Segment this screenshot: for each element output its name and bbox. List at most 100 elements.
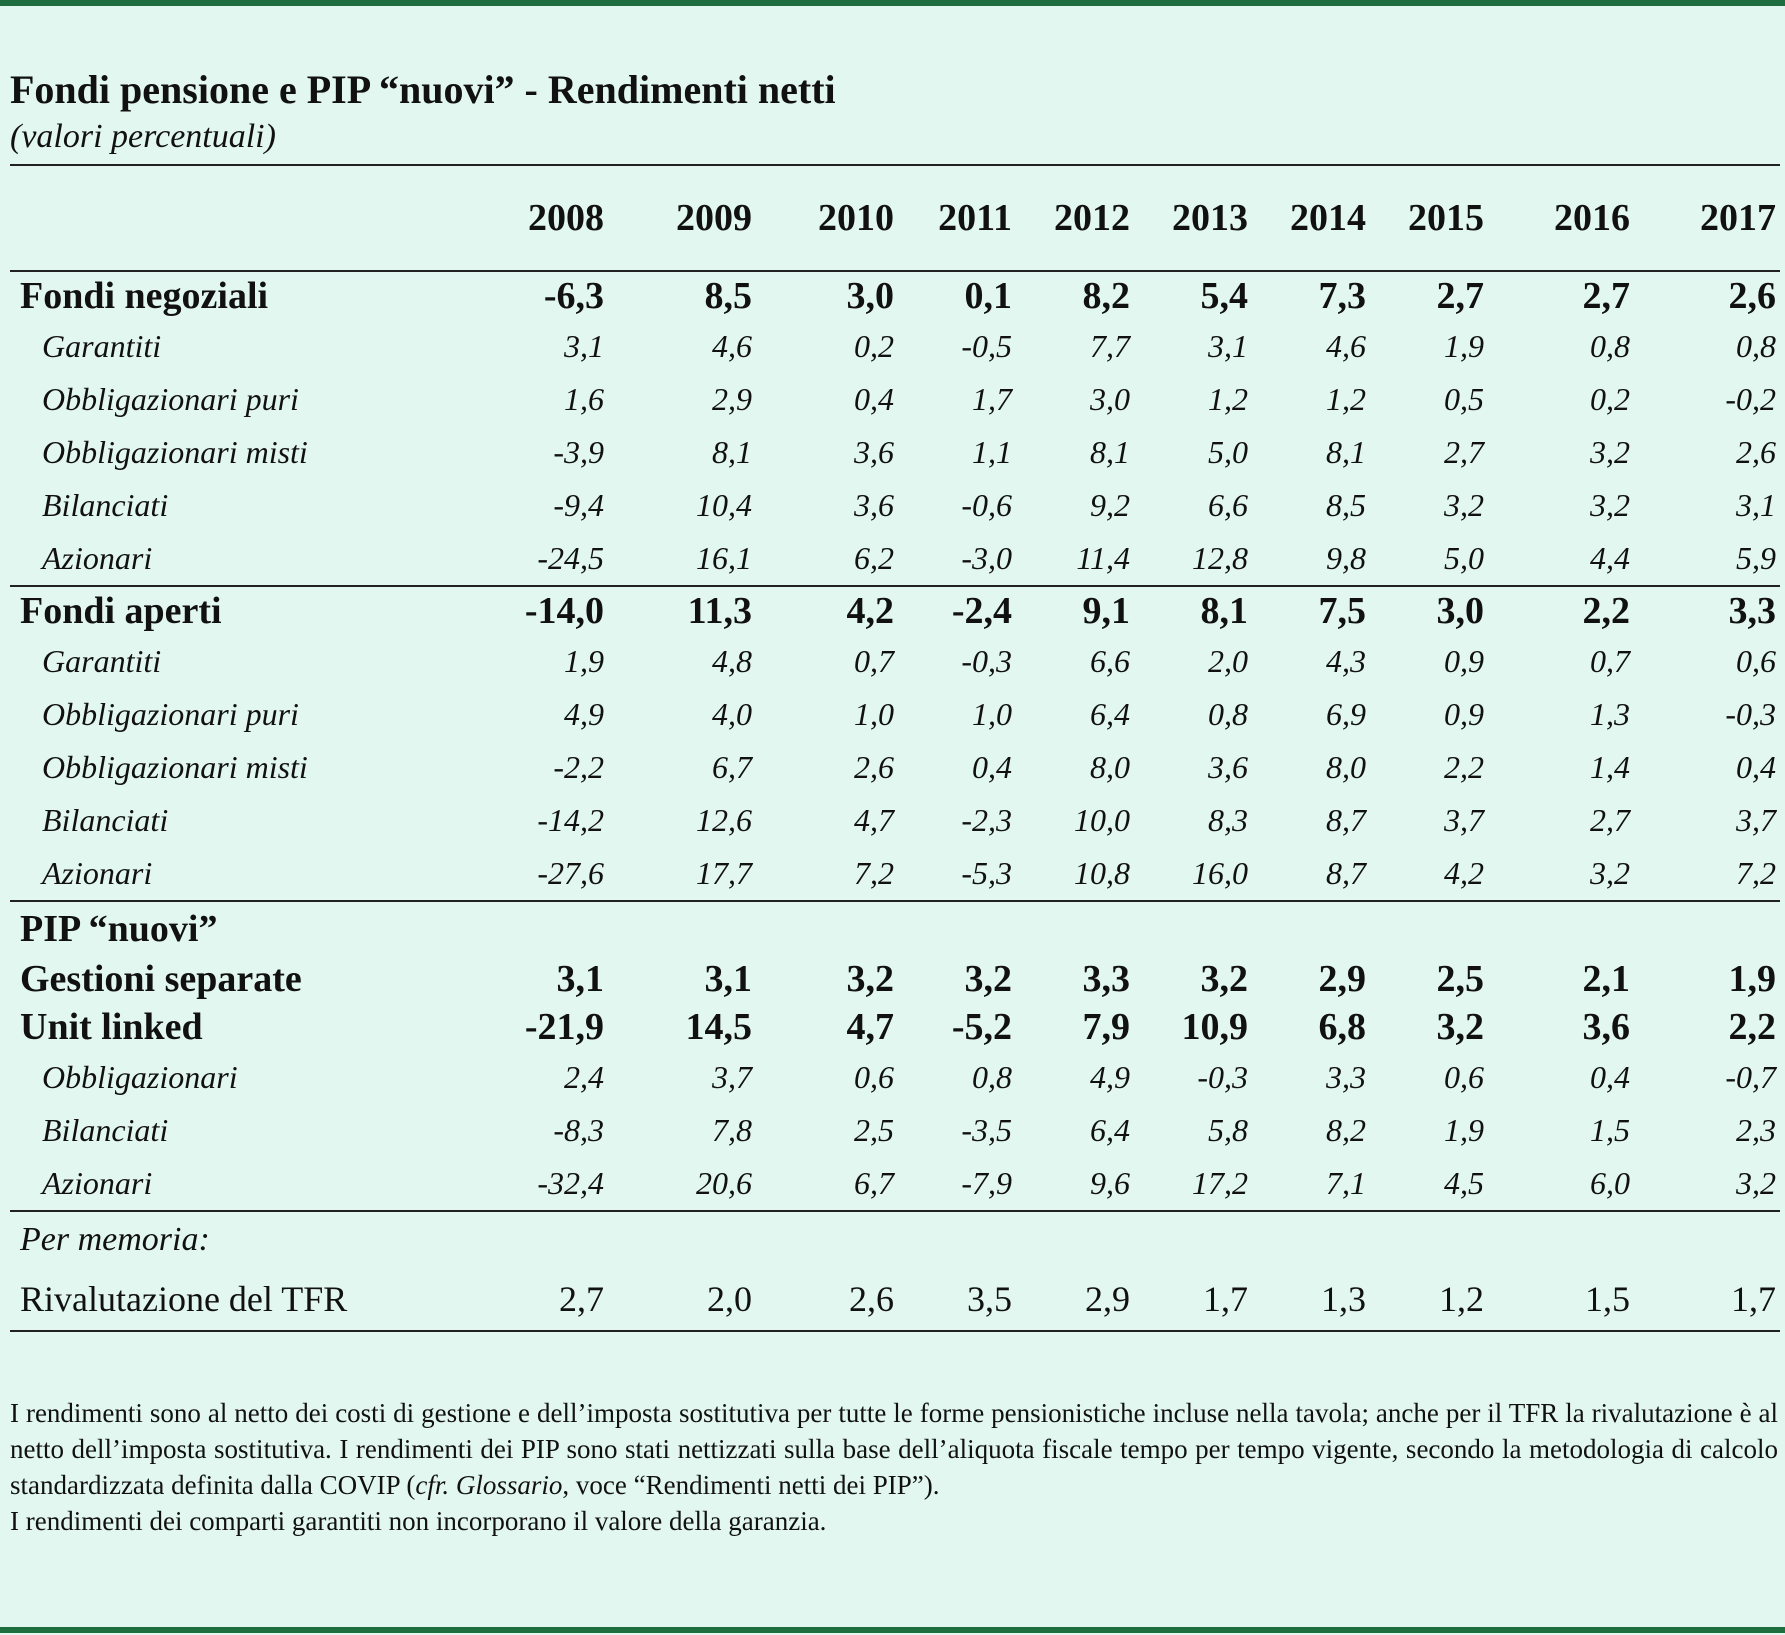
table-row: Bilanciati -9,4 10,4 3,6 -0,6 9,2 6,6 8,5 3,2 3,2…	[10, 479, 1780, 532]
table-row: Obbligazionari puri 1,6 2,9 0,4 1,7 3,0 1,2 1,2…	[10, 373, 1780, 426]
value-cell: 8,1	[1090, 434, 1130, 470]
value-cell: 9,1	[1016, 585, 1134, 635]
value-cell: 2,9	[712, 381, 752, 417]
value-cell: -3,5	[961, 1112, 1012, 1148]
year-header: 2014	[1290, 197, 1366, 239]
note-reference: cfr. Glossario	[415, 1470, 563, 1500]
value-cell: 10,9	[1181, 1006, 1249, 1048]
value-cell: 6,7	[854, 1165, 894, 1201]
value-cell: 6,9	[1326, 696, 1366, 732]
value-cell: 5,0	[1208, 434, 1248, 470]
value-cell: 3,2	[1736, 1165, 1776, 1201]
table-row-pip-heading: PIP “nuovi”	[10, 900, 1780, 955]
value-cell: 10,0	[1074, 802, 1130, 838]
value-cell: 6,2	[854, 540, 894, 576]
value-cell: 3,2	[1444, 487, 1484, 523]
value-cell: 6,0	[1590, 1165, 1630, 1201]
value-cell: 3,2	[846, 958, 895, 1000]
table-subtitle: (valori percentuali)	[10, 118, 276, 155]
value-cell: 2,0	[707, 1279, 752, 1319]
row-label: Fondi aperti	[10, 585, 440, 635]
value-cell: 7,8	[712, 1112, 752, 1148]
row-label: Azionari	[42, 540, 153, 576]
value-cell: 7,2	[854, 855, 894, 891]
value-cell: 1,3	[1321, 1279, 1366, 1319]
year-header-row: 2008 2009 2010 2011 2012 2013 2014 2015 …	[10, 166, 1780, 271]
value-cell: -27,6	[537, 855, 604, 891]
value-cell: 3,6	[854, 434, 894, 470]
value-cell: 1,1	[972, 434, 1012, 470]
value-cell: -0,3	[1197, 1059, 1248, 1095]
table-row: Obbligazionari 2,4 3,7 0,6 0,8 4,9 -0,3 3,3 0,6 0…	[10, 1051, 1780, 1104]
value-cell: 0,4	[1590, 1059, 1630, 1095]
note-text: I rendimenti sono al netto dei costi di …	[10, 1398, 1778, 1500]
value-cell: -24,5	[537, 540, 604, 576]
value-cell: 8,1	[1326, 434, 1366, 470]
header-label-cell	[10, 166, 440, 271]
value-cell: 3,1	[556, 958, 605, 1000]
value-cell: 2,2	[1444, 749, 1484, 785]
value-cell: 0,6	[1444, 1059, 1484, 1095]
value-cell: 2,7	[1370, 270, 1488, 320]
value-cell: -32,4	[537, 1165, 604, 1201]
table-title: Fondi pensione e PIP “nuovi” - Rendiment…	[10, 67, 836, 112]
table-bottom-rule	[10, 1330, 1780, 1340]
value-cell: 5,9	[1736, 540, 1776, 576]
value-cell: 7,9	[1082, 1006, 1131, 1048]
value-cell: -14,0	[440, 585, 608, 635]
value-cell: 3,2	[1590, 855, 1630, 891]
value-cell: -3,9	[553, 434, 604, 470]
value-cell: 8,1	[1134, 585, 1252, 635]
value-cell: 3,1	[704, 958, 753, 1000]
value-cell: 3,7	[712, 1059, 752, 1095]
table-row: Obbligazionari puri 4,9 4,0 1,0 1,0 6,4 0,8 6,9…	[10, 688, 1780, 741]
table-row-fondi-aperti: Fondi aperti -14,0 11,3 4,2 -2,4 9,1 8,1 7,5 3,0…	[10, 585, 1780, 635]
value-cell: 0,7	[854, 643, 894, 679]
value-cell: 3,2	[1200, 958, 1249, 1000]
value-cell: 1,9	[1444, 328, 1484, 364]
value-cell: 8,2	[1016, 270, 1134, 320]
value-cell: -14,2	[537, 802, 604, 838]
value-cell: 3,6	[854, 487, 894, 523]
value-cell: 4,5	[1444, 1165, 1484, 1201]
value-cell: 5,0	[1444, 540, 1484, 576]
value-cell: 3,2	[1590, 434, 1630, 470]
value-cell: -0,3	[1725, 696, 1776, 732]
value-cell: 4,6	[1326, 328, 1366, 364]
value-cell: 6,7	[712, 749, 752, 785]
value-cell: 1,0	[972, 696, 1012, 732]
value-cell: 9,2	[1090, 487, 1130, 523]
memo-label: Per memoria:	[10, 1210, 1780, 1268]
value-cell: 1,6	[564, 381, 604, 417]
header-top-rule	[10, 164, 1780, 166]
value-cell: 4,4	[1590, 540, 1630, 576]
value-cell: 2,7	[1488, 270, 1634, 320]
value-cell: -5,2	[951, 1006, 1012, 1048]
value-cell: 0,9	[1444, 643, 1484, 679]
value-cell: -6,3	[440, 270, 608, 320]
value-cell: 1,9	[564, 643, 604, 679]
value-cell: 1,5	[1590, 1112, 1630, 1148]
value-cell: 7,7	[1090, 328, 1130, 364]
note-paragraph: I rendimenti dei comparti garantiti non …	[10, 1506, 827, 1536]
value-cell: 11,4	[1076, 540, 1130, 576]
table-notes: I rendimenti sono al netto dei costi di …	[10, 1395, 1778, 1539]
value-cell: 17,7	[696, 855, 752, 891]
value-cell: 12,6	[696, 802, 752, 838]
row-label: Obbligazionari puri	[42, 696, 299, 732]
year-header: 2017	[1700, 197, 1776, 239]
value-cell: 0,4	[854, 381, 894, 417]
table-row: Azionari -32,4 20,6 6,7 -7,9 9,6 17,2 7,1 4,5 6,0…	[10, 1157, 1780, 1211]
value-cell: 5,8	[1208, 1112, 1248, 1148]
value-cell: 0,1	[898, 270, 1016, 320]
row-label: Bilanciati	[42, 1112, 169, 1148]
value-cell: 10,4	[696, 487, 752, 523]
table-row: Garantiti 3,1 4,6 0,2 -0,5 7,7 3,1 4,6 1,9 0,8 0,8	[10, 320, 1780, 373]
value-cell: 7,3	[1252, 270, 1370, 320]
table-row-tfr: Rivalutazione del TFR 2,7 2,0 2,6 3,5 2,9 1,7 1…	[10, 1268, 1780, 1331]
value-cell: 2,2	[1728, 1006, 1777, 1048]
value-cell: 0,9	[1444, 696, 1484, 732]
value-cell: 1,9	[1444, 1112, 1484, 1148]
value-cell: 1,2	[1208, 381, 1248, 417]
value-cell: 12,8	[1192, 540, 1248, 576]
